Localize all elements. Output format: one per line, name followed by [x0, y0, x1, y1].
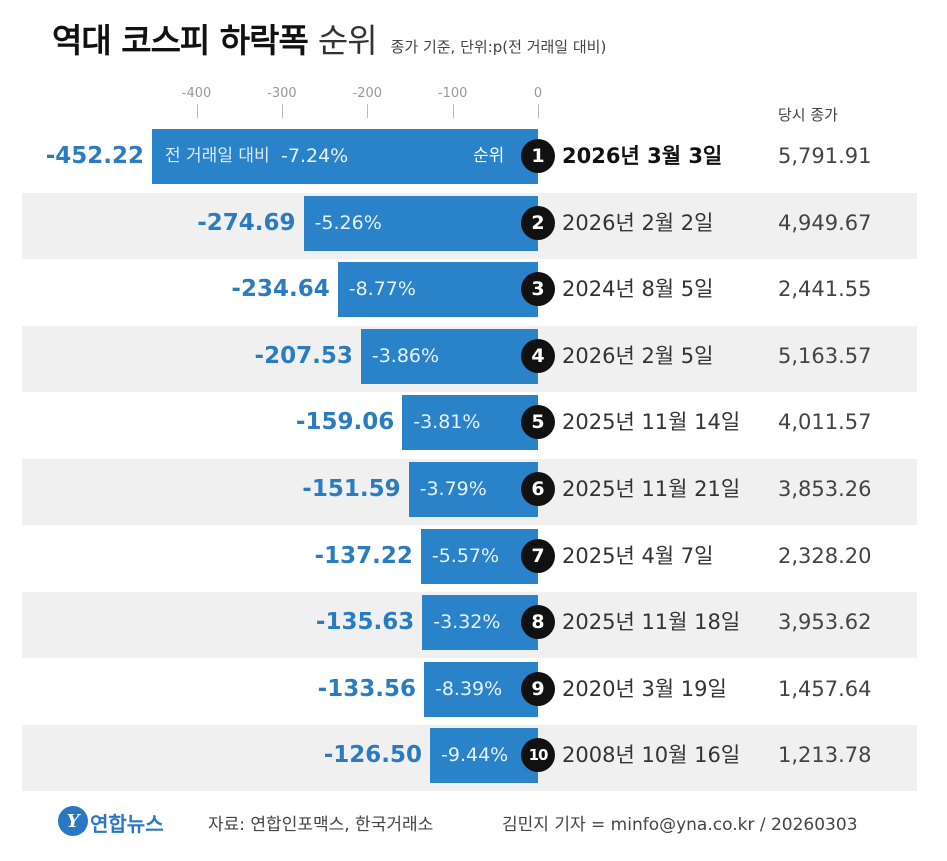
rank-badge: 9 — [521, 671, 555, 706]
footer: Y 연합뉴스 자료: 연합인포맥스, 한국거래소 김민지 기자 = minfo@… — [0, 806, 947, 846]
first-row-prefix: 전 거래일 대비 — [165, 146, 270, 166]
rank-badge: 7 — [521, 538, 555, 573]
percent-label: -3.32% — [433, 611, 501, 634]
date-label: 2026년 2월 2일 — [562, 210, 714, 235]
rank-badge: 4 — [521, 338, 555, 373]
date-label: 2025년 4월 7일 — [562, 543, 714, 568]
bar-rank-7 — [420, 528, 538, 584]
bar-rank-10 — [430, 728, 538, 784]
date-label: 2024년 8월 5일 — [562, 277, 714, 302]
axis-tick-label: -100 — [437, 86, 468, 101]
bar-rank-8 — [422, 595, 538, 651]
close-price: 4,011.57 — [778, 410, 872, 435]
credit-note: 김민지 기자 = minfo@yna.co.kr / 20260303 — [502, 815, 858, 835]
axis-tick-mark — [196, 104, 198, 118]
value-label: -133.56 — [317, 675, 416, 702]
title-bold: 역대 코스피 하락폭 — [52, 21, 309, 60]
percent-label: -3.79% — [419, 478, 487, 500]
axis-tick-label: 0 — [533, 86, 543, 101]
rank-badge: 5 — [521, 405, 555, 440]
bar-rank-4 — [360, 328, 538, 384]
axis-tick-mark — [538, 104, 539, 118]
logo-text: 연합뉴스 — [90, 812, 164, 836]
value-label: -207.53 — [254, 342, 353, 369]
percent-label: -8.39% — [434, 677, 503, 700]
axis-tick-label: -300 — [267, 86, 297, 101]
close-price: 3,853.26 — [778, 477, 872, 501]
value-label: -135.63 — [315, 609, 415, 636]
percent-label: -5.26% — [314, 211, 382, 234]
title-light: 순위 — [317, 21, 378, 60]
percent-label: -3.81% — [413, 411, 481, 434]
source-note: 자료: 연합인포맥스, 한국거래소 — [208, 815, 434, 835]
bar-rank-3 — [337, 262, 538, 318]
value-label: -234.64 — [231, 276, 330, 303]
close-price: 5,163.57 — [778, 343, 872, 368]
close-price: 2,328.20 — [778, 543, 872, 568]
value-label: -274.69 — [197, 209, 296, 236]
date-label: 2020년 3월 19일 — [562, 676, 727, 701]
close-price: 1,457.64 — [778, 676, 872, 701]
rank-badge: 6 — [521, 472, 555, 506]
value-label: -137.22 — [314, 542, 413, 569]
close-price: 1,213.78 — [778, 743, 872, 768]
bar-rank-5 — [402, 395, 538, 451]
axis-tick-mark — [367, 104, 369, 118]
date-label: 2026년 2월 5일 — [562, 343, 714, 368]
percent-label: -9.44% — [441, 744, 509, 767]
chart-title: 역대 코스피 하락폭 순위 종가 기준, 단위:p(전 거래일 대비) — [52, 14, 606, 64]
yonhap-logo-icon: Y — [58, 806, 88, 836]
rank-badge: 1 — [521, 139, 555, 173]
close-price: 3,953.62 — [778, 610, 872, 635]
date-label: 2008년 10월 16일 — [562, 743, 741, 768]
value-label: -452.22 — [45, 143, 144, 169]
close-price-header: 당시 종가 — [778, 106, 838, 124]
value-label: -159.06 — [295, 409, 395, 436]
close-price: 5,791.91 — [778, 144, 872, 168]
date-label: 2026년 3월 3일 — [562, 144, 723, 168]
date-label: 2025년 11월 14일 — [562, 410, 741, 435]
bar-rank-9 — [423, 661, 538, 717]
close-price: 2,441.55 — [778, 277, 872, 302]
unit-note: 종가 기준, 단위:p(전 거래일 대비) — [390, 38, 607, 56]
bar-rank-1 — [152, 129, 538, 184]
date-label: 2025년 11월 18일 — [562, 610, 741, 635]
percent-label: -3.86% — [371, 344, 440, 367]
value-label: -151.59 — [302, 476, 401, 502]
rank-label: 순위 — [473, 146, 505, 166]
percent-label: -7.24% — [281, 145, 349, 167]
percent-label: -5.57% — [431, 544, 500, 567]
bar-rank-6 — [408, 462, 538, 517]
rank-badge: 2 — [521, 205, 555, 240]
axis-tick-label: -400 — [181, 86, 212, 101]
rank-badge: 3 — [521, 272, 555, 307]
bar-rank-2 — [303, 195, 538, 251]
date-label: 2025년 11월 21일 — [562, 477, 741, 501]
rank-badge: 10 — [521, 738, 555, 773]
close-price: 4,949.67 — [778, 210, 872, 235]
axis-tick-mark — [452, 104, 454, 118]
percent-label: -8.77% — [348, 278, 416, 301]
rank-badge: 8 — [521, 605, 555, 640]
axis-tick-label: -200 — [352, 86, 383, 101]
axis-tick-mark — [281, 104, 283, 118]
value-label: -126.50 — [323, 742, 423, 769]
